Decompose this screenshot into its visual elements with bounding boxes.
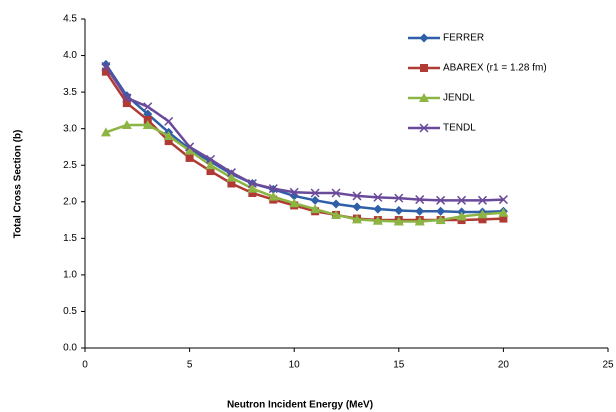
marker	[310, 188, 320, 198]
marker	[435, 215, 446, 225]
x-tick-label: 0	[82, 360, 88, 371]
legend-label: FERRER	[443, 33, 484, 44]
marker	[268, 184, 278, 194]
marker	[100, 127, 111, 137]
y-tick-label: 4.5	[63, 14, 77, 25]
marker	[436, 195, 446, 205]
marker	[499, 214, 508, 223]
marker	[477, 195, 488, 205]
x-axis-label: Neutron Incident Energy (MeV)	[227, 400, 373, 411]
marker	[184, 145, 195, 155]
marker	[101, 61, 111, 72]
marker	[419, 33, 429, 43]
y-tick-label: 3.0	[63, 123, 77, 134]
legend-label: ABAREX (r1 = 1.28 fm)	[443, 63, 547, 74]
marker	[310, 195, 320, 205]
marker	[206, 167, 215, 176]
marker	[122, 93, 132, 103]
x-tick-label: 20	[498, 360, 510, 371]
marker	[436, 206, 446, 216]
marker	[331, 188, 341, 198]
marker	[415, 195, 425, 205]
marker	[205, 160, 216, 170]
marker	[185, 142, 195, 152]
marker	[477, 209, 488, 219]
marker	[352, 191, 362, 201]
y-tick-label: 0.0	[63, 343, 77, 354]
y-axis-label: Total Cross Section (b)	[13, 130, 24, 239]
marker	[164, 137, 173, 146]
y-tick-label: 1.5	[63, 233, 77, 244]
x-tick-label: 25	[602, 360, 614, 371]
marker	[248, 189, 257, 198]
marker	[121, 120, 132, 130]
marker	[456, 211, 467, 221]
marker	[101, 67, 110, 76]
marker	[289, 187, 299, 197]
y-tick-label: 2.0	[63, 196, 77, 207]
marker	[351, 214, 362, 224]
marker	[498, 195, 508, 205]
marker	[331, 199, 341, 209]
marker	[373, 204, 383, 214]
marker	[185, 153, 194, 162]
x-tick-label: 10	[289, 360, 301, 371]
marker	[372, 215, 383, 225]
y-tick-label: 1.0	[63, 270, 77, 281]
marker	[498, 207, 509, 217]
marker	[101, 59, 111, 69]
y-tick-label: 4.0	[63, 50, 77, 61]
marker	[394, 206, 404, 216]
marker	[143, 115, 152, 124]
marker	[331, 209, 342, 219]
marker	[247, 183, 258, 193]
marker	[122, 99, 131, 108]
marker	[310, 204, 321, 214]
marker	[247, 178, 257, 189]
marker	[268, 191, 279, 201]
marker	[420, 64, 428, 72]
marker	[393, 216, 404, 226]
marker	[143, 102, 153, 112]
y-tick-label: 3.5	[63, 87, 77, 98]
marker	[289, 198, 300, 208]
marker	[227, 179, 236, 188]
marker	[163, 130, 174, 140]
marker	[164, 116, 174, 126]
x-tick-label: 5	[187, 360, 193, 371]
marker	[414, 216, 425, 226]
marker	[352, 202, 362, 212]
marker	[419, 93, 429, 102]
marker	[457, 195, 467, 205]
marker	[226, 172, 237, 182]
marker	[142, 120, 153, 130]
marker	[415, 206, 425, 216]
marker	[226, 168, 236, 178]
legend-label: JENDL	[443, 93, 475, 104]
y-tick-label: 0.5	[63, 306, 77, 317]
marker	[373, 192, 383, 202]
x-tick-label: 15	[393, 360, 405, 371]
marker	[205, 154, 216, 164]
marker	[394, 193, 404, 203]
legend-label: TENDL	[443, 123, 476, 134]
marker	[419, 123, 429, 133]
marker	[478, 215, 487, 224]
y-tick-label: 2.5	[63, 160, 77, 171]
